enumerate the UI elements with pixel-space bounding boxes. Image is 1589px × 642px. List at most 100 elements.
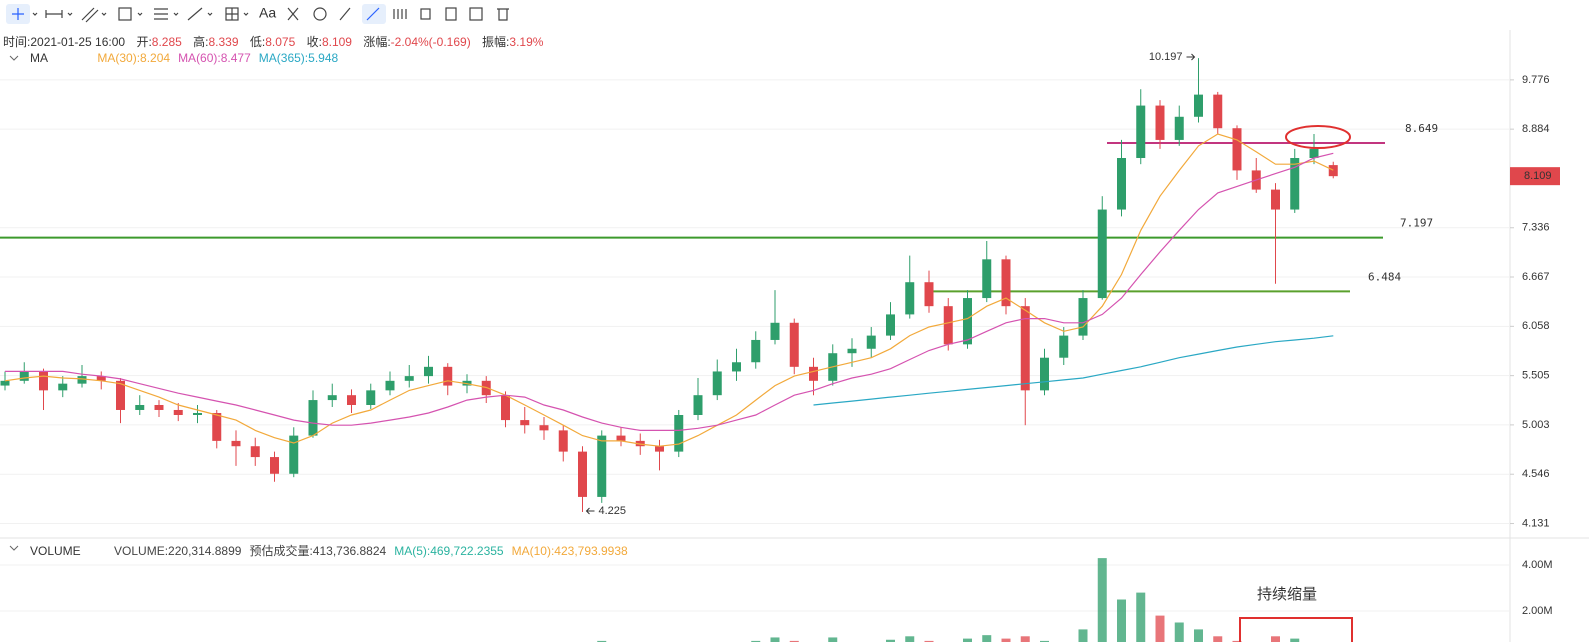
volume-bar	[924, 640, 934, 642]
candle-body	[424, 366, 433, 377]
ma-line	[4, 133, 1334, 447]
legend-value: 469,722.2355	[430, 544, 504, 558]
y-tick-label: 8.884	[1522, 123, 1550, 135]
lock-tool[interactable]	[393, 9, 407, 19]
legend-label: VOLUME:	[114, 544, 169, 558]
volume-bar	[1155, 615, 1165, 642]
dropdown-arrows	[32, 12, 249, 16]
volume-bar	[1213, 636, 1223, 642]
candle-body	[501, 395, 510, 421]
candle-body	[1059, 335, 1069, 358]
candle-body	[712, 371, 722, 396]
ruler-tool[interactable]	[339, 7, 351, 21]
volume-bar	[770, 637, 780, 642]
info-value: 8.075	[265, 35, 296, 49]
candle-body	[732, 362, 741, 372]
volume-bar	[1020, 636, 1030, 642]
info-value: 8.339	[208, 35, 239, 49]
volume-bar	[905, 636, 915, 642]
candle-body	[404, 376, 414, 381]
volume-bar	[1232, 640, 1242, 642]
candle-body	[366, 390, 376, 405]
legend-label: 预估成交量:	[249, 544, 313, 558]
candle-body	[250, 446, 260, 458]
legend-name: MA(60)	[178, 51, 218, 65]
candle-body	[693, 395, 703, 415]
candle-body	[578, 451, 587, 497]
info-value: -2.04%(-0.169)	[390, 35, 471, 49]
hide-tool[interactable]	[420, 8, 431, 20]
volume-bar	[1078, 629, 1088, 642]
candle-body	[1213, 94, 1223, 129]
volume-bar	[1040, 640, 1049, 642]
candle-body	[212, 412, 222, 441]
crosshair-tool[interactable]	[12, 8, 24, 20]
candle-body	[905, 282, 915, 315]
candle-body	[116, 380, 125, 410]
high-arrow	[1186, 53, 1196, 61]
candle-body	[1194, 94, 1203, 117]
legend-label: MA(10):	[511, 544, 555, 558]
volume-legend: VOLUME VOLUME:220,314.8899 预估成交量:413,736.…	[30, 542, 636, 559]
volume-bar	[1290, 638, 1300, 642]
annotation: 持续缩量	[1257, 586, 1317, 603]
text-tool[interactable]: Aa	[259, 5, 276, 21]
candle-body	[1040, 357, 1049, 391]
volume-bar	[1097, 558, 1107, 642]
candle-body	[1117, 158, 1126, 210]
brush-tool[interactable]	[287, 7, 299, 21]
candle-body	[173, 409, 183, 415]
legend-value: 8.477	[220, 51, 251, 65]
eraser-tool[interactable]	[313, 7, 327, 21]
volume-bar	[1001, 638, 1011, 642]
settings-tool[interactable]	[469, 7, 483, 21]
volume-bar	[1136, 592, 1146, 642]
info-label: 低:	[249, 35, 266, 49]
candle-body	[770, 322, 780, 340]
candle-body	[58, 383, 68, 391]
y-tick-label: 4.131	[1522, 517, 1550, 529]
candle-body	[0, 380, 10, 386]
candle-body	[1136, 105, 1146, 159]
pattern-tool[interactable]	[187, 7, 203, 21]
candle-body	[751, 339, 761, 363]
indicator-name: MA	[30, 51, 48, 65]
legend-label: MA(5):	[394, 544, 431, 558]
y-tick-label: 6.058	[1522, 320, 1550, 332]
candle-body	[943, 306, 953, 345]
volume-bar	[597, 640, 607, 642]
candle-body	[674, 414, 684, 452]
candle-body	[558, 430, 568, 452]
candle-body	[1097, 209, 1107, 299]
candle-body	[270, 457, 279, 474]
info-label: 时间:	[3, 35, 31, 49]
shape-tool[interactable]	[118, 7, 132, 21]
volume-bar	[886, 639, 895, 642]
candle-body	[1155, 105, 1165, 140]
legend-value: 413,736.8824	[312, 544, 387, 558]
fib-tool[interactable]	[154, 8, 168, 20]
measure-tool[interactable]	[45, 10, 63, 18]
candle-body	[539, 425, 549, 431]
legend-value: 423,793.9938	[554, 544, 628, 558]
candle-body	[963, 298, 972, 345]
collapse-icon[interactable]	[9, 55, 19, 61]
candle-body	[39, 371, 48, 391]
level-label: 8.649	[1405, 122, 1438, 135]
y-tick-label: 5.003	[1522, 419, 1550, 431]
legend-separator: :	[304, 51, 309, 65]
collapse-icon[interactable]	[9, 545, 19, 551]
magnet-tool[interactable]	[366, 7, 380, 21]
info-value: 3.19%	[509, 35, 544, 49]
copy-tool[interactable]	[445, 7, 457, 21]
legend-value: 5.948	[308, 51, 339, 65]
candle-body	[924, 282, 934, 307]
candle-body	[655, 446, 664, 452]
y-tick-label: 5.505	[1522, 370, 1550, 382]
candle-body	[789, 322, 799, 367]
delete-tool[interactable]	[497, 8, 509, 21]
y-tick-label: 4.546	[1522, 468, 1550, 480]
trend-tool[interactable]	[81, 7, 99, 23]
